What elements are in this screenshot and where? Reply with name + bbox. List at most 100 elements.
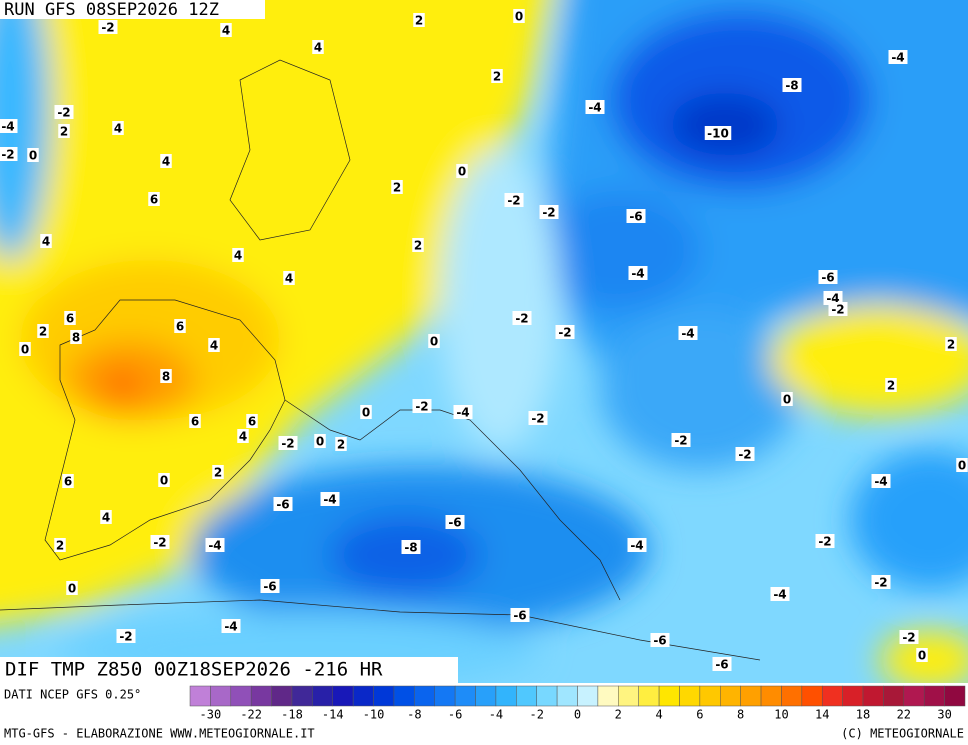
legend-tick-label: -8 xyxy=(407,708,421,722)
legend-tick-label: -14 xyxy=(322,708,344,722)
contour-label: 2 xyxy=(887,379,895,393)
contour-label: 6 xyxy=(150,193,158,207)
contour-label: -2 xyxy=(281,437,294,451)
contour-label: 4 xyxy=(285,272,293,286)
label-box xyxy=(116,629,136,643)
contour-label: -2 xyxy=(818,535,831,549)
contour-label: -4 xyxy=(874,475,887,489)
legend-swatch xyxy=(475,685,497,707)
label-box xyxy=(956,458,968,472)
label-box xyxy=(818,270,838,284)
contour-label: 6 xyxy=(248,415,256,429)
contour-label: 0 xyxy=(160,474,168,488)
contour-label: -2 xyxy=(674,434,687,448)
legend-swatch xyxy=(760,685,782,707)
label-box xyxy=(401,540,421,554)
label-box xyxy=(871,474,891,488)
label-box xyxy=(278,436,298,450)
legend-swatch xyxy=(821,685,843,707)
contour-label: -2 xyxy=(738,448,751,462)
contour-label: 0 xyxy=(21,343,29,357)
label-box xyxy=(510,608,530,622)
legend-swatch xyxy=(210,685,232,707)
label-box xyxy=(150,535,170,549)
label-box xyxy=(160,369,172,383)
contour-label: 0 xyxy=(958,459,966,473)
contour-label: 2 xyxy=(415,14,423,28)
label-box xyxy=(98,20,118,34)
label-box xyxy=(770,587,790,601)
contour-label: -2 xyxy=(415,400,428,414)
legend-swatch xyxy=(393,685,415,707)
legend-swatch xyxy=(556,685,578,707)
contour-label: -6 xyxy=(276,498,289,512)
legend-swatch xyxy=(679,685,701,707)
contour-label: -2 xyxy=(558,326,571,340)
contour-label: 0 xyxy=(316,435,324,449)
legend-swatch xyxy=(189,685,211,707)
legend-tick-label: 22 xyxy=(897,708,911,722)
contour-label: 6 xyxy=(64,475,72,489)
label-box xyxy=(704,126,732,140)
contour-label: 8 xyxy=(72,331,80,345)
label-box xyxy=(0,119,18,133)
contour-label: -2 xyxy=(902,631,915,645)
label-box xyxy=(19,342,31,356)
label-box xyxy=(335,437,347,451)
contour-label: 6 xyxy=(66,312,74,326)
legend-tick-label: 6 xyxy=(696,708,703,722)
legend-tick-label: -4 xyxy=(489,708,503,722)
label-box xyxy=(360,405,372,419)
legend-swatch xyxy=(454,685,476,707)
contour-label: -4 xyxy=(1,120,14,134)
legend-swatch xyxy=(903,685,925,707)
legend-tick-label: 10 xyxy=(774,708,788,722)
label-box xyxy=(232,248,244,262)
source-label: DATI NCEP GFS 0.25° xyxy=(4,688,141,702)
label-box xyxy=(70,330,82,344)
legend-swatch xyxy=(312,685,334,707)
legend-swatch xyxy=(638,685,660,707)
contour-label: -4 xyxy=(681,327,694,341)
contour-label: -2 xyxy=(153,536,166,550)
label-box xyxy=(221,619,241,633)
label-box xyxy=(671,433,691,447)
label-box xyxy=(273,497,293,511)
label-box xyxy=(445,515,465,529)
label-box xyxy=(412,238,424,252)
label-box xyxy=(650,633,670,647)
run-title: RUN GFS 08SEP2026 12Z xyxy=(4,0,219,20)
contour-label: 4 xyxy=(114,122,122,136)
contour-label: -10 xyxy=(707,127,729,141)
label-box xyxy=(112,121,124,135)
label-box xyxy=(539,205,559,219)
legend-swatch xyxy=(373,685,395,707)
label-box xyxy=(27,148,39,162)
legend-swatch xyxy=(434,685,456,707)
legend-swatch xyxy=(801,685,823,707)
label-box xyxy=(320,492,340,506)
label-box xyxy=(260,579,280,593)
contour-label: 2 xyxy=(214,466,222,480)
legend-tick-label: 18 xyxy=(856,708,870,722)
label-box xyxy=(391,180,403,194)
label-box xyxy=(314,434,326,448)
contour-label: -6 xyxy=(653,634,666,648)
label-box xyxy=(781,392,793,406)
label-box xyxy=(283,271,295,285)
label-box xyxy=(815,534,835,548)
contour-label: 6 xyxy=(176,320,184,334)
contour-label: 2 xyxy=(337,438,345,452)
label-box xyxy=(428,334,440,348)
contour-label: 2 xyxy=(393,181,401,195)
legend-tick-label: -6 xyxy=(448,708,462,722)
label-box xyxy=(627,538,647,552)
label-box xyxy=(62,474,74,488)
label-box xyxy=(237,429,249,443)
contour-label: 4 xyxy=(234,249,242,263)
run-box xyxy=(0,0,265,19)
label-box xyxy=(456,164,468,178)
label-box xyxy=(504,193,524,207)
legend-swatch xyxy=(230,685,252,707)
contour-label: 2 xyxy=(39,325,47,339)
